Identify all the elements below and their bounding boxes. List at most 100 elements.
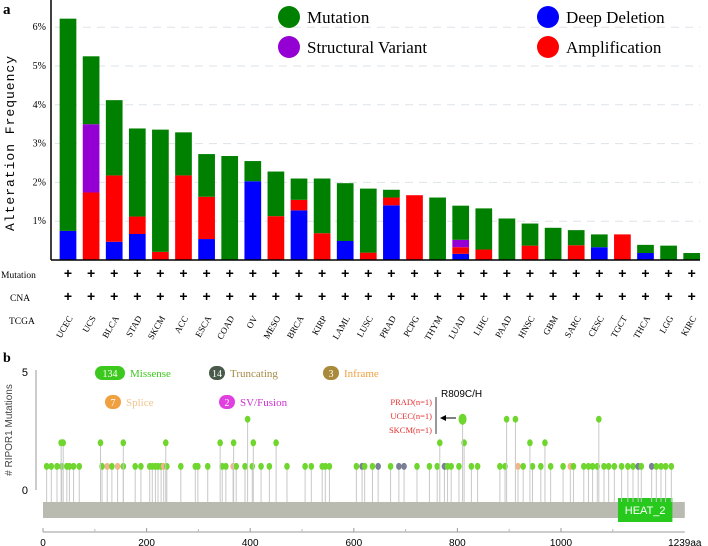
- tcga-label-sarc: SARC: [563, 314, 583, 339]
- tcga-label-skcm: SKCM: [146, 314, 167, 341]
- y-tick-label: 4%: [33, 100, 46, 111]
- annotation-detail: PRAD(n=1): [390, 397, 432, 407]
- lollipop-head: [547, 462, 554, 470]
- mutation-plus-mark: +: [618, 265, 626, 281]
- tcga-label-acc: ACC: [172, 314, 190, 335]
- cna-plus-mark: +: [434, 288, 442, 304]
- mutation-plus-mark: +: [434, 265, 442, 281]
- tcga-label-ucec: UCEC: [54, 314, 75, 340]
- bar-amplification-esca: [198, 196, 215, 240]
- lollipop-head: [308, 462, 315, 470]
- lollipop-head: [114, 462, 121, 470]
- lollipop-head: [618, 462, 625, 470]
- tcga-label-kirp: KIRP: [310, 314, 329, 337]
- bar-mutation-blca: [105, 100, 123, 176]
- legend-label: Splice: [126, 397, 154, 409]
- lollipop-head: [138, 462, 144, 470]
- mutation-plus-mark: +: [203, 265, 211, 281]
- lollipop-head: [361, 462, 368, 470]
- legend-count: 3: [329, 369, 334, 380]
- lollipop-head: [537, 462, 544, 470]
- domain-label: HEAT_2: [625, 505, 666, 517]
- panel-b: b # RIPOR1 Mutations 5 0 HEAT_2 0 200 400 600 800…: [3, 351, 702, 546]
- bar-mutation-stad: [128, 128, 146, 217]
- annotation-detail: UCEC(n=1): [390, 411, 432, 421]
- bar-mutation-laml: [336, 183, 354, 241]
- bar-mutation-coad: [221, 156, 239, 260]
- row-label-tcga: TCGA: [9, 317, 35, 327]
- bar-amplification-sarc: [567, 245, 585, 260]
- legend-label: Structural Variant: [307, 38, 427, 57]
- lollipop-head: [580, 462, 587, 470]
- lollipop-head: [177, 462, 184, 470]
- lollipop-head: [284, 462, 290, 470]
- lollipop-head: [387, 462, 394, 470]
- bar-amplification-pcpg: [406, 195, 423, 260]
- legend-swatch-mutation: [278, 6, 300, 28]
- y-tick-label: 0: [22, 485, 28, 497]
- lollipop-head: [230, 439, 237, 447]
- lollipop-head: [434, 462, 440, 470]
- cna-plus-mark: +: [480, 288, 488, 304]
- cna-plus-mark: +: [203, 288, 211, 304]
- cna-plus-mark: +: [595, 288, 603, 304]
- bar-amplification-blca: [105, 175, 123, 242]
- lollipop-head: [258, 462, 264, 470]
- lollipop-head: [605, 462, 612, 470]
- lollipop-head: [48, 462, 55, 470]
- tcga-label-tgct: TGCT: [609, 314, 630, 340]
- y-axis-label: Alteration Frequency: [3, 55, 18, 231]
- legend-label: Inframe: [344, 368, 379, 380]
- lollipop-head: [630, 462, 636, 470]
- bar-mutation-thca: [637, 244, 654, 254]
- lollipop-head: [266, 462, 273, 470]
- bar-mutation-hnsc: [521, 223, 539, 246]
- x-tick-label: 200: [138, 538, 155, 546]
- x-tick-label-end: 1239aa: [668, 538, 702, 546]
- tcga-label-lgg: LGG: [657, 314, 675, 335]
- bar-amplification-luad: [452, 247, 470, 254]
- lollipop-head: [120, 439, 127, 447]
- tcga-label-lihc: LIHC: [471, 314, 490, 337]
- lollipop-head: [242, 462, 248, 470]
- bar-deep-deletion-stad: [128, 234, 146, 260]
- lollipop-head: [668, 462, 675, 470]
- legend-label: Mutation: [307, 8, 370, 27]
- mutation-plus-mark: +: [64, 265, 72, 281]
- bar-mutation-lihc: [475, 208, 493, 250]
- bar-mutation-lusc: [359, 188, 377, 253]
- mutation-plus-mark: +: [364, 265, 372, 281]
- bar-mutation-gbm: [544, 227, 562, 260]
- lollipop-head: [66, 462, 73, 470]
- legend-label: Truncating: [230, 368, 278, 380]
- lollipop-head: [43, 462, 50, 470]
- mutation-plus-mark: +: [595, 265, 603, 281]
- lollipop-head: [474, 462, 481, 470]
- bar-mutation-ucs: [82, 56, 100, 125]
- bar-mutation-paad: [498, 218, 516, 260]
- mutation-plus-mark: +: [549, 265, 557, 281]
- bar-structural-variant-ucs: [82, 124, 100, 193]
- cna-plus-mark: +: [572, 288, 580, 304]
- cna-plus-mark: +: [341, 288, 349, 304]
- protein-backbone: [43, 502, 685, 518]
- legend-badge-truncating: [209, 366, 225, 380]
- bar-amplification-prad: [383, 197, 400, 206]
- lollipop-head: [542, 439, 548, 447]
- row-label-cna: CNA: [10, 294, 30, 304]
- arrow-head-icon: [440, 415, 446, 421]
- cna-plus-mark: +: [179, 288, 187, 304]
- cna-plus-mark: +: [549, 288, 557, 304]
- bar-amplification-kirp: [313, 233, 331, 260]
- bar-deep-deletion-esca: [198, 239, 215, 260]
- mutation-plus-mark: +: [341, 265, 349, 281]
- lollipop-head: [244, 415, 251, 423]
- lollipop-head: [60, 439, 67, 447]
- lollipop-head: [648, 462, 655, 470]
- lollipop-head: [162, 439, 169, 447]
- legend-swatch-structural-variant: [278, 36, 300, 58]
- tcga-label-stad: STAD: [124, 314, 144, 339]
- lollipop-head: [401, 462, 407, 470]
- mutation-plus-mark: +: [156, 265, 164, 281]
- legend-label: SV/Fusion: [240, 397, 288, 409]
